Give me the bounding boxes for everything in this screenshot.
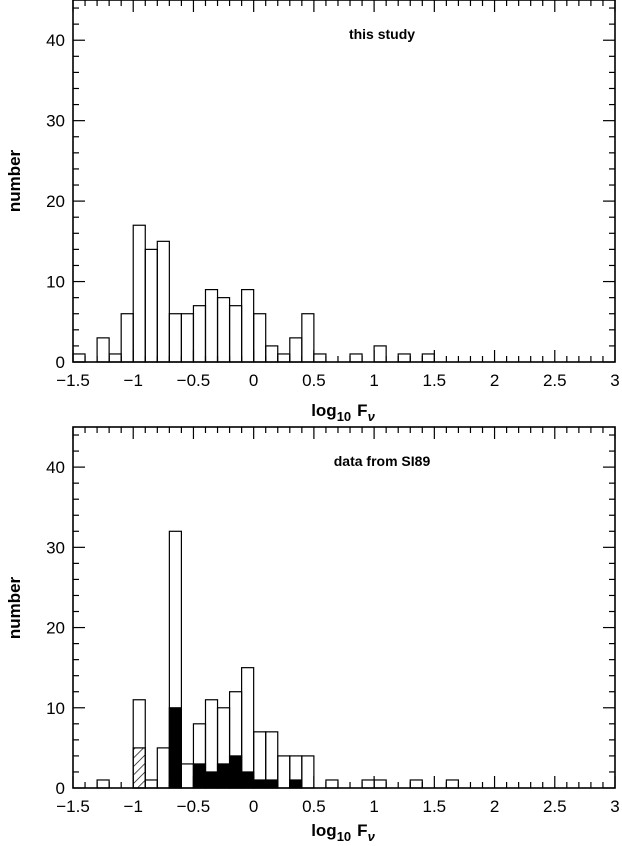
y-tick-label: 0 [56, 353, 65, 372]
histogram-bar [289, 337, 303, 363]
histogram-bar [361, 779, 375, 789]
histogram-bar [409, 779, 423, 789]
y-tick-label: 30 [46, 538, 65, 557]
histogram-bar [144, 779, 158, 789]
histogram-bar [204, 771, 219, 789]
histogram-bar [241, 667, 255, 789]
histogram-bar [313, 353, 327, 363]
histogram-bar [180, 763, 195, 789]
histogram-bar [192, 763, 207, 789]
histogram-bar [228, 755, 243, 789]
y-axis-title: number [5, 576, 24, 639]
x-tick-label: 1 [369, 797, 378, 816]
x-tick-label: 1 [369, 371, 378, 390]
histogram-bar [265, 779, 279, 789]
histogram-bar [277, 755, 291, 789]
plot-frame [72, 0, 616, 363]
histogram-bar [265, 345, 279, 363]
histogram-bar [96, 337, 110, 363]
y-tick-label: 30 [46, 112, 65, 131]
histogram-bar [132, 224, 146, 363]
y-tick-label: 40 [46, 31, 65, 50]
y-tick-label: 0 [56, 779, 65, 798]
histogram-bar [72, 353, 86, 363]
histogram-bar [301, 755, 315, 789]
histogram-bar [325, 779, 339, 789]
histogram-bar [168, 313, 183, 363]
x-tick-label: 2 [490, 371, 499, 390]
histogram-bar [156, 747, 170, 789]
histogram-bar [277, 353, 291, 363]
y-tick-label: 20 [46, 619, 65, 638]
x-tick-label: 2.5 [543, 797, 567, 816]
x-tick-label: 0 [249, 371, 258, 390]
x-tick-label: 0.5 [302, 797, 326, 816]
histogram-bar [192, 305, 207, 363]
histogram-bar [96, 779, 110, 789]
x-tick-label: 3 [610, 371, 619, 390]
histogram-bar [349, 353, 363, 363]
x-tick-label: −1 [124, 797, 143, 816]
histogram-bar [120, 313, 134, 363]
histogram-bar [216, 297, 231, 363]
y-tick-label: 10 [46, 699, 65, 718]
x-tick-label: −0.5 [177, 797, 211, 816]
x-tick-label: −0.5 [177, 371, 211, 390]
x-tick-label: −1.5 [56, 371, 90, 390]
histogram-bar [445, 779, 460, 789]
y-tick-label: 40 [46, 458, 65, 477]
histogram-bar [421, 353, 435, 363]
histogram-bar [301, 313, 315, 363]
histogram-bar [373, 779, 387, 789]
histogram-bar [241, 289, 255, 363]
histogram-bar [144, 248, 158, 363]
x-tick-label: 1.5 [423, 797, 447, 816]
histogram-bar [241, 771, 255, 789]
panel-annotation: this study [349, 26, 415, 42]
x-tick-label: 0 [249, 797, 258, 816]
y-axis-title: number [5, 149, 24, 212]
histogram-bar [253, 313, 267, 363]
histogram-bar [156, 240, 170, 363]
x-tick-label: 0.5 [302, 371, 326, 390]
x-tick-label: 1.5 [423, 371, 447, 390]
histogram-bar [253, 779, 267, 789]
x-tick-label: 2.5 [543, 371, 567, 390]
histogram-bar [180, 313, 195, 363]
histogram-bar [108, 353, 122, 363]
panel-annotation: data from SI89 [334, 453, 431, 469]
histogram-bar [216, 763, 231, 789]
y-tick-label: 20 [46, 192, 65, 211]
histogram-bar [397, 353, 411, 363]
histogram-bar [373, 345, 387, 363]
x-axis-title: log10 Fν [311, 821, 375, 844]
histogram-bar [289, 779, 303, 789]
x-tick-label: 2 [490, 797, 499, 816]
x-tick-label: 3 [610, 797, 619, 816]
x-axis-title: log10 Fν [311, 401, 375, 424]
plot-frame [72, 426, 616, 789]
histogram-bar [228, 305, 243, 363]
x-tick-label: −1.5 [56, 797, 90, 816]
x-tick-label: −1 [124, 371, 143, 390]
histogram-bar [168, 707, 183, 789]
histogram-bar [132, 747, 146, 789]
y-tick-label: 10 [46, 273, 65, 292]
histogram-bar [204, 289, 219, 363]
